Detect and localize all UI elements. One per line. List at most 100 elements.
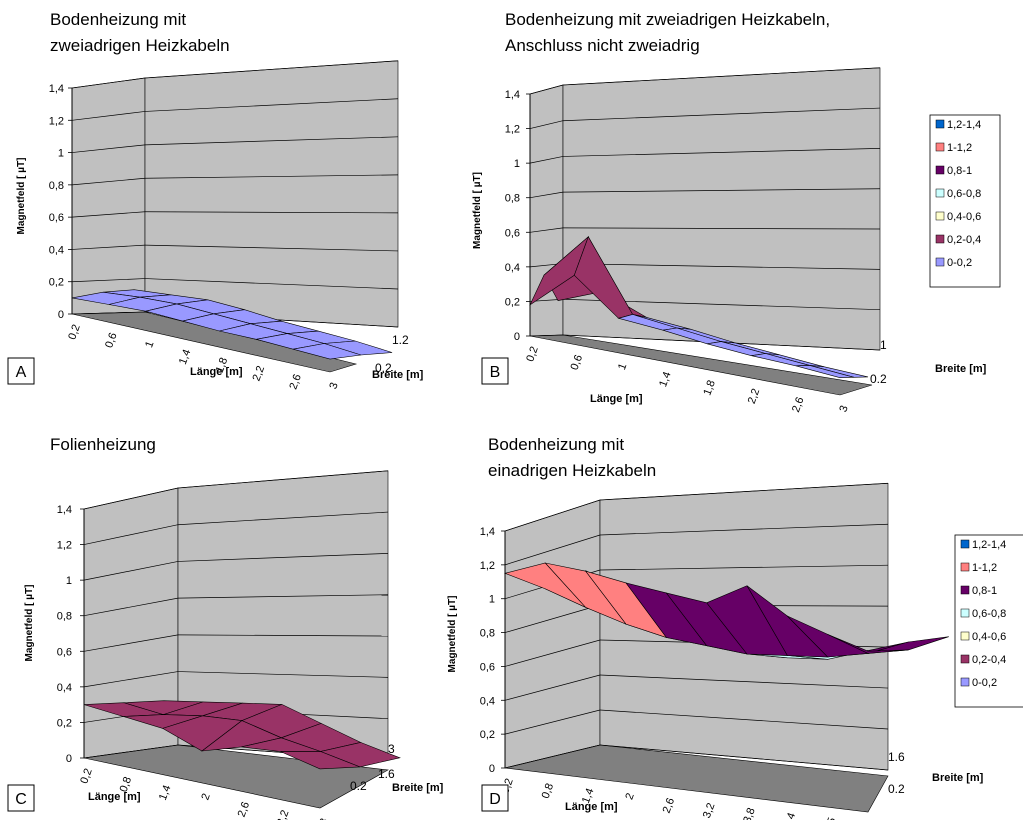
legend-swatch bbox=[935, 188, 945, 198]
left-wall bbox=[71, 77, 146, 315]
gridline bbox=[71, 177, 146, 186]
legend-swatch bbox=[935, 142, 945, 152]
gridline bbox=[504, 709, 601, 735]
panel-c: Folienheizung 0 0,2 0,4 0,6 0,8 1 1,2 1,4 Magnetf… bbox=[7, 435, 444, 820]
panel-letter: A bbox=[16, 364, 27, 381]
legend-swatch bbox=[960, 539, 970, 549]
legend-swatch bbox=[960, 677, 970, 687]
x-tick-label: 0,2 bbox=[524, 345, 541, 363]
gridline bbox=[177, 553, 389, 562]
chart-title: Folienheizung bbox=[50, 435, 156, 454]
panel-letter: C bbox=[15, 791, 27, 808]
legend-entry: 1,2-1,4 bbox=[972, 539, 1006, 551]
gridline bbox=[529, 191, 564, 199]
gridline bbox=[599, 709, 889, 730]
legend-swatch bbox=[935, 257, 945, 267]
x-tick-label: 2 bbox=[199, 792, 212, 802]
x-tick-label: 2,6 bbox=[790, 395, 807, 413]
left-wall bbox=[504, 499, 601, 769]
surface-cell bbox=[795, 365, 855, 379]
z-tick-label: 1,4 bbox=[480, 526, 495, 538]
chart-title: Bodenheizung mit bbox=[488, 435, 624, 454]
z-tick-label: 1,2 bbox=[505, 124, 520, 136]
x-tick-label: 3 bbox=[837, 404, 850, 414]
z-tick-label: 0 bbox=[514, 331, 520, 343]
gridline bbox=[599, 523, 889, 536]
panel-letter-box bbox=[481, 357, 509, 385]
gridline bbox=[71, 144, 146, 153]
z-tick-label: 1,4 bbox=[49, 83, 64, 95]
surface-cell bbox=[827, 634, 909, 654]
gridline bbox=[144, 244, 399, 252]
chart-title: einadrigen Heizkabeln bbox=[488, 461, 656, 480]
legend-entry: 0,8-1 bbox=[947, 165, 972, 177]
z-tick-label: 0,6 bbox=[57, 646, 72, 658]
gridline bbox=[71, 278, 146, 283]
z-tick-label: 1,2 bbox=[57, 540, 72, 552]
gridline bbox=[529, 334, 564, 337]
y-tick-label: 0.2 bbox=[375, 361, 392, 375]
z-axis-label: Magnetfeld [ µT] bbox=[24, 585, 35, 662]
x-tick-label: 0,2 bbox=[66, 323, 83, 341]
gridline bbox=[83, 671, 179, 688]
chart-title: Bodenheizung mit bbox=[50, 10, 186, 29]
gridline bbox=[504, 604, 601, 633]
legend-entry: 1-1,2 bbox=[947, 142, 972, 154]
gridline bbox=[177, 671, 389, 678]
z-tick-label: 0,4 bbox=[480, 695, 495, 707]
panel-letter: B bbox=[490, 364, 501, 381]
surface bbox=[504, 562, 949, 660]
chart-title: Bodenheizung mit zweiadrigen Heizkabeln, bbox=[505, 10, 830, 29]
x-axis-label: Länge [m] bbox=[88, 791, 141, 803]
z-tick-label: 0,8 bbox=[505, 193, 520, 205]
legend: 1,2-1,4 1-1,2 0,8-1 0,6-0,8 0,4-0,6 0,2-0,4 0-… bbox=[929, 114, 1001, 288]
gridline bbox=[83, 487, 179, 510]
legend-swatch bbox=[935, 211, 945, 221]
z-tick-label: 0,2 bbox=[49, 277, 64, 289]
z-tick-label: 1,2 bbox=[49, 115, 64, 127]
legend: 1,2-1,4 1-1,2 0,8-1 0,6-0,8 0,4-0,6 0,2-0,4 0-… bbox=[954, 534, 1023, 708]
panel-letter-box bbox=[7, 357, 35, 385]
z-tick-label: 1 bbox=[66, 575, 72, 587]
x-tick-label: 2,6 bbox=[661, 796, 678, 814]
gridline bbox=[144, 174, 399, 179]
z-tick-label: 1,4 bbox=[57, 504, 72, 516]
legend-swatch bbox=[935, 165, 945, 175]
x-axis-label: Länge [m] bbox=[190, 366, 243, 378]
gridline bbox=[562, 188, 881, 193]
y-axis-label: Breite [m] bbox=[372, 369, 424, 381]
panel-d: Bodenheizung mit einadrigen Heizkabeln 0 0,… bbox=[447, 435, 1023, 820]
x-tick-label: 3,2 bbox=[275, 809, 292, 820]
gridline bbox=[144, 136, 399, 146]
x-tick-label: 3 bbox=[327, 381, 340, 391]
z-tick-label: 0,8 bbox=[57, 611, 72, 623]
gridline bbox=[177, 470, 389, 489]
legend-entry: 1,2-1,4 bbox=[947, 119, 981, 131]
x-tick-label: 1,8 bbox=[214, 356, 231, 374]
x-tick-label: 2,2 bbox=[251, 364, 268, 382]
y-tick-label: 0.2 bbox=[350, 779, 367, 793]
gridline bbox=[83, 524, 179, 545]
gridline bbox=[144, 278, 399, 290]
gridline bbox=[562, 263, 881, 270]
x-tick-label: 3,8 bbox=[741, 806, 758, 820]
gridline bbox=[529, 120, 564, 129]
legend-entry: 0,6-0,8 bbox=[972, 608, 1006, 620]
z-tick-label: 1 bbox=[489, 594, 495, 606]
z-tick-label: 1,2 bbox=[480, 560, 495, 572]
z-tick-label: 0,8 bbox=[49, 180, 64, 192]
x-tick-label: 1 bbox=[143, 339, 156, 349]
z-tick-label: 1 bbox=[514, 158, 520, 170]
panel-letter-box bbox=[7, 784, 35, 812]
gridline bbox=[83, 597, 179, 617]
legend-entry: 0,8-1 bbox=[972, 585, 997, 597]
legend-entry: 0,2-0,4 bbox=[947, 234, 981, 246]
panel-letter: D bbox=[489, 791, 501, 808]
x-tick-label: 1,4 bbox=[580, 787, 597, 805]
x-tick-label: 0,8 bbox=[118, 775, 135, 793]
z-tick-label: 0,2 bbox=[505, 296, 520, 308]
gridline bbox=[177, 594, 389, 599]
gridline bbox=[71, 244, 146, 250]
gridline bbox=[71, 311, 146, 315]
gridline bbox=[504, 534, 601, 566]
